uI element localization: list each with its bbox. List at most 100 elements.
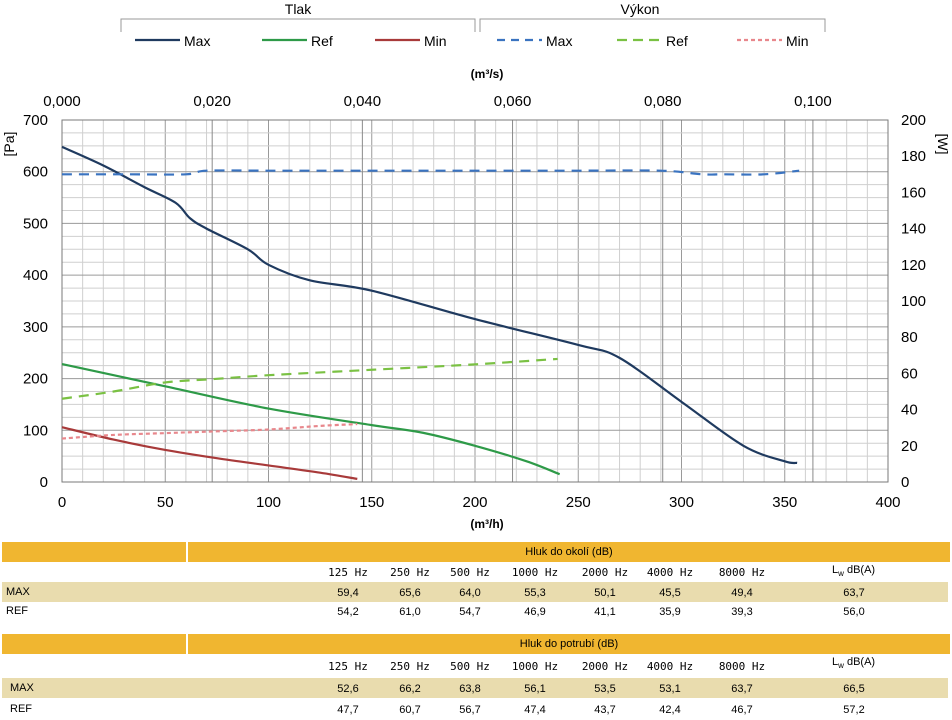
legend-vykon-title: Výkon	[621, 1, 660, 17]
legend-tlak-max: Max	[184, 33, 210, 49]
series-tlak-ref	[61, 363, 561, 476]
bottom-tick-label: 50	[157, 494, 174, 511]
freq-header: 500 Hz	[450, 566, 490, 579]
table-cell: 56,1	[524, 683, 546, 695]
freq-header: 500 Hz	[450, 660, 490, 673]
table-cell: 61,0	[399, 606, 421, 618]
left-tick-label: 100	[23, 422, 48, 439]
bottom-tick-label: 400	[875, 494, 900, 511]
legend-tlak-ref: Ref	[311, 33, 333, 49]
series-vykon-max	[62, 169, 800, 176]
table-cell: 63,8	[459, 683, 481, 695]
right-tick-label: 100	[901, 293, 926, 310]
table-cell: 45,5	[659, 587, 681, 599]
top-tick-label: 0,060	[494, 93, 532, 110]
table-row-max-bg	[2, 582, 948, 602]
freq-header: 1000 Hz	[511, 660, 559, 673]
right-tick-label: 120	[901, 257, 926, 274]
bottom-tick-label: 150	[359, 494, 384, 511]
left-tick-label: 400	[23, 267, 48, 284]
table-cell: 52,6	[337, 683, 359, 695]
table-cell: 60,7	[399, 704, 421, 716]
freq-header: 250 Hz	[390, 566, 430, 579]
right-axis-label: [W]	[935, 134, 951, 155]
table-cell: 65,6	[399, 587, 421, 599]
chart-axes: 0 50 100 150 200 250 300 350 4000100200300400500…	[23, 93, 926, 511]
lw-header: Lw dB(A)	[832, 656, 876, 671]
table-cell: 39,3	[731, 606, 753, 618]
bottom-tick-label: 100	[256, 494, 281, 511]
top-tick-label: 0,020	[193, 93, 231, 110]
right-tick-label: 140	[901, 221, 926, 238]
series-vykon-ref	[61, 357, 558, 400]
freq-header: 4000 Hz	[646, 660, 694, 673]
bottom-tick-label: 350	[772, 494, 797, 511]
right-tick-label: 0	[901, 474, 909, 491]
table-title: Hluk do potrubí (dB)	[188, 634, 950, 654]
left-tick-label: 300	[23, 319, 48, 336]
table-row-max-bg	[2, 678, 948, 698]
left-axis-label: [Pa]	[1, 132, 17, 157]
right-tick-label: 20	[901, 438, 918, 455]
table-cell: 53,5	[594, 683, 616, 695]
table-cell-lw: 57,2	[843, 704, 865, 716]
bottom-tick-label: 250	[566, 494, 591, 511]
table-title: Hluk do okolí (dB)	[188, 542, 950, 562]
right-tick-label: 180	[901, 148, 926, 165]
table-cell: 53,1	[659, 683, 681, 695]
top-tick-label: 0,080	[644, 93, 682, 110]
right-tick-label: 200	[901, 112, 926, 129]
right-tick-label: 80	[901, 329, 918, 346]
freq-header: 125 Hz	[328, 566, 368, 579]
legend-tlak-min: Min	[424, 33, 447, 49]
table-cell: 59,4	[337, 587, 359, 599]
top-tick-label: 0,000	[43, 93, 81, 110]
legend: Tlak Výkon Max Ref Min Max Ref Min	[120, 1, 826, 49]
freq-header: 250 Hz	[390, 660, 430, 673]
lw-header: Lw dB(A)	[832, 564, 876, 579]
legend-vykon-ref: Ref	[666, 33, 688, 49]
series-tlak-min	[61, 426, 358, 480]
table-cell-lw: 66,5	[843, 683, 865, 695]
freq-header: 125 Hz	[328, 660, 368, 673]
table-cell: 55,3	[524, 587, 546, 599]
table-cell: 56,7	[459, 704, 481, 716]
table-cell: 35,9	[659, 606, 681, 618]
table-cell: 49,4	[731, 587, 753, 599]
table-cell: 42,4	[659, 704, 681, 716]
row-label-ref: REF	[10, 703, 32, 715]
freq-header: 8000 Hz	[718, 660, 766, 673]
noise-ambient-table: Hluk do okolí (dB) 125 Hz 250 Hz 500 Hz 100…	[0, 542, 952, 624]
plot-frame	[61, 119, 889, 483]
chart-series	[61, 145, 800, 480]
table-cell: 64,0	[459, 587, 481, 599]
table-cell-lw: 63,7	[843, 587, 865, 599]
table-cell: 47,7	[337, 704, 359, 716]
table-cell: 50,1	[594, 587, 616, 599]
left-tick-label: 600	[23, 164, 48, 181]
table-cell: 54,2	[337, 606, 359, 618]
left-tick-label: 700	[23, 112, 48, 129]
row-label-max: MAX	[10, 682, 34, 694]
noise-duct-table: Hluk do potrubí (dB) 125 Hz 250 Hz 500 Hz 1…	[0, 634, 952, 720]
table-cell: 46,9	[524, 606, 546, 618]
freq-header: 2000 Hz	[581, 566, 629, 579]
bottom-tick-label: 300	[669, 494, 694, 511]
series-tlak-max	[61, 145, 798, 465]
top-axis-label: (m³/s)	[471, 67, 504, 81]
bottom-tick-label: 200	[462, 494, 487, 511]
right-tick-label: 40	[901, 402, 918, 419]
table-cell: 43,7	[594, 704, 616, 716]
table-header-left	[2, 634, 186, 654]
right-tick-label: 60	[901, 365, 918, 382]
left-tick-label: 500	[23, 215, 48, 232]
top-tick-label: 0,100	[794, 93, 832, 110]
series-vykon-min	[61, 422, 358, 440]
freq-header: 1000 Hz	[511, 566, 559, 579]
table-cell: 41,1	[594, 606, 616, 618]
freq-header: 2000 Hz	[581, 660, 629, 673]
legend-vykon-max: Max	[546, 33, 572, 49]
legend-vykon-min: Min	[786, 33, 809, 49]
table-cell: 54,7	[459, 606, 481, 618]
legend-tlak-title: Tlak	[285, 1, 312, 17]
